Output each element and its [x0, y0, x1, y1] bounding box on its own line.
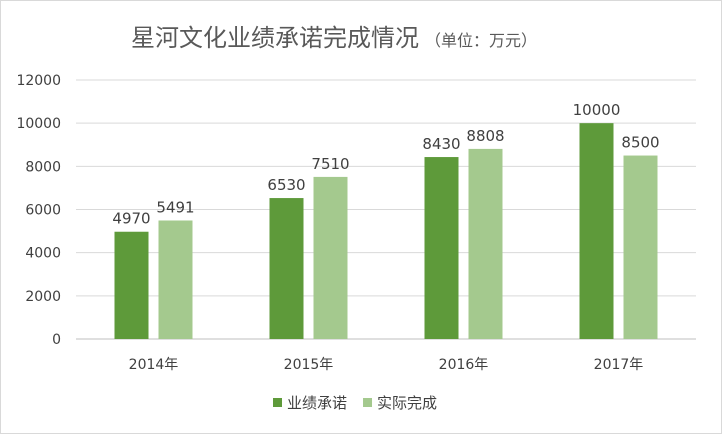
bar [468, 148, 503, 339]
data-label: 7510 [311, 155, 349, 173]
bar [114, 231, 149, 339]
data-label: 8430 [422, 135, 460, 153]
chart-title-unit: （单位：万元） [425, 31, 537, 50]
y-tick-label: 0 [52, 332, 61, 348]
data-label: 10000 [573, 101, 621, 119]
legend-label: 实际完成 [377, 394, 437, 412]
data-label: 4970 [112, 210, 150, 228]
data-label: 5491 [156, 198, 194, 216]
y-tick-label: 2000 [25, 289, 61, 305]
bar [424, 157, 459, 339]
legend-swatch [363, 398, 373, 407]
x-tick-label: 2014年 [129, 357, 179, 373]
legend: 业绩承诺 实际完成 [273, 394, 437, 412]
y-tick-label: 8000 [25, 159, 61, 175]
legend-label: 业绩承诺 [287, 394, 347, 412]
y-axis: 0 2000 4000 6000 8000 10000 12000 [16, 73, 61, 348]
x-tick-label: 2015年 [284, 357, 334, 373]
x-axis: 2014年 2015年 2016年 2017年 [129, 357, 644, 373]
y-tick-label: 6000 [25, 203, 61, 219]
bar [579, 123, 614, 340]
y-tick-label: 4000 [25, 246, 61, 262]
chart-title-main: 星河文化业绩承诺完成情况 [131, 24, 419, 52]
legend-swatch [273, 398, 282, 407]
bar [313, 176, 348, 339]
data-label: 8500 [621, 134, 659, 152]
y-tick-label: 10000 [16, 116, 61, 132]
y-tick-label: 12000 [16, 73, 61, 89]
x-tick-label: 2016年 [439, 357, 489, 373]
x-tick-label: 2017年 [594, 357, 644, 373]
bar [623, 155, 658, 339]
bar [158, 220, 193, 339]
chart-title: 星河文化业绩承诺完成情况 （单位：万元） [131, 24, 537, 52]
data-label: 6530 [267, 176, 305, 194]
data-label: 8808 [466, 127, 504, 145]
bar [269, 198, 304, 339]
